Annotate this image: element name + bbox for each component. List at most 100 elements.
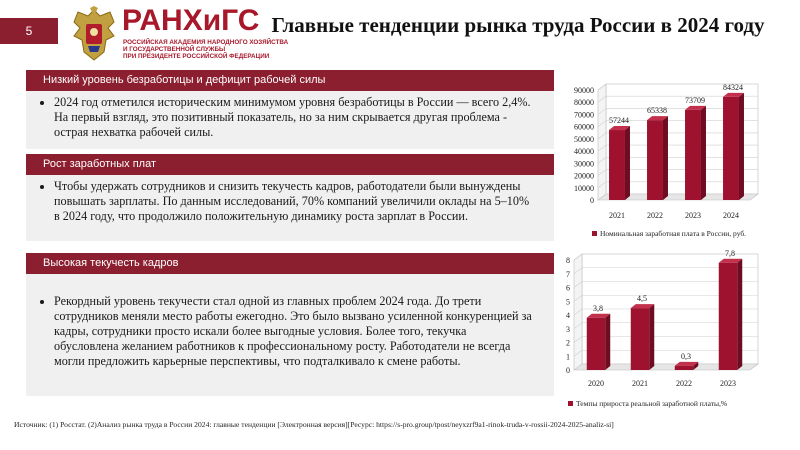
legend-label: Темпы прироста реальной заработной платы… <box>576 399 727 408</box>
y-tick-label: 30000 <box>574 159 594 168</box>
bar-top <box>718 258 743 263</box>
bar-top <box>647 116 668 121</box>
x-category-label: 2021 <box>609 211 625 220</box>
section-header-unemployment: Низкий уровень безработицы и дефицит раб… <box>26 70 554 91</box>
bar-data-label: 0,3 <box>681 352 691 361</box>
grid-line <box>573 349 758 357</box>
grid-line <box>597 132 758 140</box>
x-category-label: 2024 <box>723 211 739 220</box>
grid-line <box>597 108 758 115</box>
grid-line <box>597 193 758 201</box>
y-tick-label: 80000 <box>574 98 594 107</box>
grid-line <box>573 281 758 288</box>
nominal-wage-chart-svg: 0 10000 20000 30000 40000 50000 60000 70000 8000… <box>574 83 759 238</box>
y-tick-label: 7 <box>566 270 570 279</box>
bar-data-label: 3,8 <box>593 304 603 313</box>
y-tick-label: 8 <box>566 256 570 265</box>
bar-top <box>685 105 706 110</box>
bar-data-label: 84324 <box>723 83 743 92</box>
grid-line <box>597 169 758 176</box>
x-category-label: 2022 <box>647 211 663 220</box>
bar-side <box>662 116 668 200</box>
x-category-label: 2022 <box>676 379 692 388</box>
bar-top <box>723 92 744 97</box>
logo-title: РАНХиГС <box>122 4 260 37</box>
grid-line <box>573 322 758 329</box>
grid-line <box>597 157 758 164</box>
bar-side <box>738 92 744 200</box>
legend-label: Номинальная заработная плата в России, р… <box>600 229 746 238</box>
real-wage-growth-chart-svg: 0 1 2 3 4 5 6 7 8 3,8 2020 4,5 2021 0,3 2022 7,8 2023 Тем… <box>566 249 759 408</box>
y-tick-label: 70000 <box>574 110 594 119</box>
bar-side <box>737 258 743 370</box>
y-tick-label: 40000 <box>574 147 594 156</box>
bar-side <box>700 105 706 200</box>
bar <box>674 365 694 370</box>
y-tick-label: 5 <box>566 297 570 306</box>
section-header-turnover: Высокая текучесть кадров <box>26 253 554 274</box>
x-category-label: 2020 <box>588 379 604 388</box>
y-tick-label: 10000 <box>574 184 594 193</box>
slide-number: 5 <box>0 18 58 44</box>
section-text: Рекордный уровень текучести стал одной и… <box>54 294 534 369</box>
y-tick-label: 90000 <box>574 86 594 95</box>
section-text: 2024 год отметился историческим минимумо… <box>54 95 534 140</box>
bar-data-label: 7,8 <box>725 249 735 258</box>
bar-side <box>693 361 699 370</box>
bar-data-label: 65338 <box>647 106 667 115</box>
grid-line <box>573 267 758 274</box>
bar-top <box>609 126 630 131</box>
grid-line <box>573 336 758 343</box>
eagle-emblem-icon <box>73 6 115 61</box>
bar-data-label: 57244 <box>609 116 629 125</box>
grid-line <box>597 144 758 152</box>
bar-top <box>586 313 611 318</box>
nominal-wage-chart: 0 10000 20000 30000 40000 50000 60000 70000 8000… <box>540 80 790 250</box>
bar <box>609 130 625 200</box>
logo-subtitle: РОССИЙСКАЯ АКАДЕМИЯ НАРОДНОГО ХОЗЯЙСТВА … <box>123 39 289 60</box>
x-category-label: 2023 <box>685 211 701 220</box>
y-tick-label: 2 <box>566 339 570 348</box>
grid-line <box>597 83 758 91</box>
grid-line <box>573 363 758 371</box>
bar-side <box>649 304 655 370</box>
source-note: Источник: (1) Росстат. (2)Анализ рынка т… <box>14 420 614 429</box>
bar <box>718 262 738 370</box>
y-tick-label: 6 <box>566 284 570 293</box>
bar <box>647 120 663 200</box>
y-tick-label: 20000 <box>574 172 594 181</box>
y-tick-label: 50000 <box>574 135 594 144</box>
section-text: Чтобы удержать сотрудников и снизить тек… <box>54 179 534 224</box>
section-body-turnover: Рекордный уровень текучести стал одной и… <box>26 274 554 396</box>
grid-line <box>573 308 758 316</box>
bar <box>630 308 650 370</box>
bar-data-label: 73709 <box>685 96 705 105</box>
section-body-unemployment: 2024 год отметился историческим минимумо… <box>26 91 554 149</box>
grid-line <box>597 95 758 103</box>
legend-swatch <box>568 401 573 406</box>
ranepa-logo: РАНХиГС РОССИЙСКАЯ АКАДЕМИЯ НАРОДНОГО ХО… <box>70 4 370 68</box>
grid-line <box>573 294 758 302</box>
grid-line <box>597 181 758 189</box>
y-tick-label: 0 <box>590 196 594 205</box>
y-tick-label: 4 <box>566 311 570 320</box>
section-header-wages: Рост заработных плат <box>26 154 554 175</box>
bar <box>723 96 739 200</box>
slide-title: Главные тенденции рынка труда России в 2… <box>271 13 765 37</box>
y-tick-label: 3 <box>566 325 570 334</box>
x-category-label: 2021 <box>632 379 648 388</box>
bar-side <box>624 126 630 200</box>
grid-line <box>573 253 758 261</box>
y-tick-label: 60000 <box>574 123 594 132</box>
bar <box>586 317 606 370</box>
bar-data-label: 4,5 <box>637 294 647 303</box>
y-tick-label: 0 <box>566 366 570 375</box>
legend-swatch <box>592 231 597 236</box>
bar-top <box>674 361 699 366</box>
real-wage-growth-chart: 0 1 2 3 4 5 6 7 8 3,8 2020 4,5 2021 0,3 2022 7,8 2023 Тем… <box>540 249 790 415</box>
bar-side <box>605 313 611 370</box>
bar-top <box>630 304 655 309</box>
x-category-label: 2023 <box>720 379 736 388</box>
bar <box>685 109 701 200</box>
grid-line <box>597 120 758 127</box>
